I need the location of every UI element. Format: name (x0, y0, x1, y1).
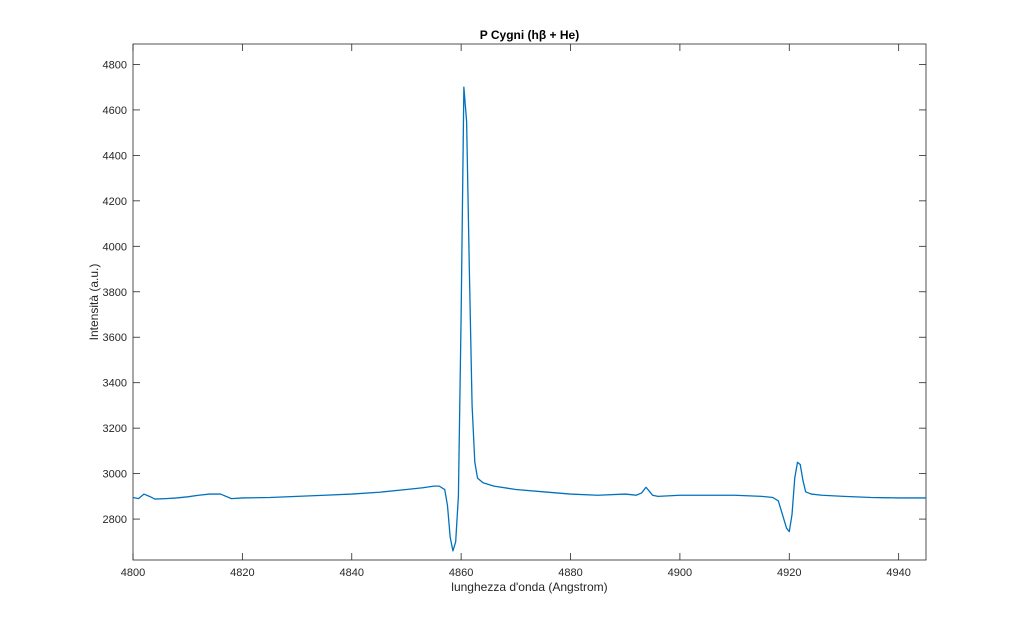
y-tick-label: 3400 (103, 378, 127, 390)
x-axis-label: lunghezza d'onda (Angstrom) (451, 580, 607, 594)
x-tick-label: 4900 (668, 567, 692, 579)
x-tick-label: 4860 (449, 567, 473, 579)
y-tick-label: 4600 (103, 105, 127, 117)
y-tick-label: 3800 (103, 287, 127, 299)
y-tick-label: 3200 (103, 423, 127, 435)
y-tick-label: 4800 (103, 59, 127, 71)
y-axis-label: Intensità (a.u.) (87, 264, 101, 341)
x-tick-label: 4880 (558, 567, 582, 579)
spectrum-line (132, 86, 926, 552)
y-tick-label: 4200 (103, 196, 127, 208)
ticks (132, 44, 926, 560)
x-tick-label: 4820 (230, 567, 254, 579)
tick-labels: 4800 4820 4840 4860 4880 4900 4920 4940 2800 3000… (103, 59, 911, 579)
y-tick-label: 4400 (103, 150, 127, 162)
y-tick-label: 3600 (103, 332, 127, 344)
x-tick-label: 4840 (340, 567, 364, 579)
y-tick-label: 2800 (103, 514, 127, 526)
y-tick-label: 4000 (103, 241, 127, 253)
chart-title: P Cygni (hβ + He) (480, 28, 579, 42)
y-tick-label: 3000 (103, 469, 127, 481)
plot-area (132, 43, 927, 561)
x-tick-label: 4940 (886, 567, 910, 579)
x-tick-label: 4800 (121, 567, 145, 579)
x-tick-label: 4920 (777, 567, 801, 579)
